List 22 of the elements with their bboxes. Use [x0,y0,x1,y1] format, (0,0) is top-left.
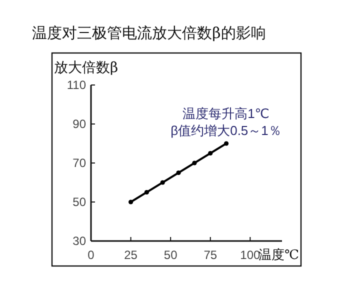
x-tick-label: 50 [164,248,178,262]
x-axis-title: 温度℃ [258,247,299,263]
y-tick-label: 30 [72,234,86,248]
point [192,160,197,166]
annotation: 温度每升高1℃ [182,106,270,121]
y-axis-title: 放大倍数β [54,60,118,76]
annotation: β值约增大0.5～1％ [170,123,282,138]
point [144,190,150,195]
x-tick-label: 100 [240,248,260,262]
point [176,170,181,176]
y-tick-label: 90 [72,117,86,132]
x-tick-label: 25 [124,248,138,262]
chart-title: 温度对三极管电流放大倍数β的影响 [32,24,266,42]
y-tick-label: 70 [72,156,86,170]
point [128,200,134,204]
point [160,180,165,185]
point [208,150,213,156]
x-tick-label: 75 [204,248,218,262]
y-tick-label: 50 [72,195,86,210]
point [224,141,229,146]
y-tick-label: 110 [66,78,86,92]
x-tick-label: 0 [88,248,95,262]
